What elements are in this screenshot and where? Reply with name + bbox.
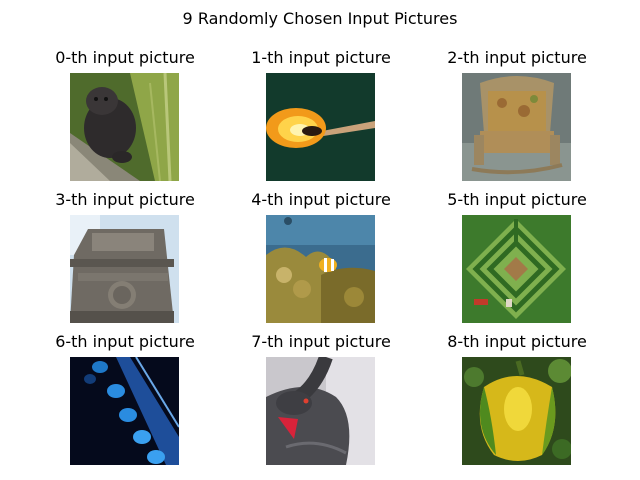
panel-caption: 1-th input picture <box>251 48 391 67</box>
panel-caption: 2-th input picture <box>447 48 587 67</box>
bell-pepper-image <box>462 357 571 465</box>
panel-caption: 8-th input picture <box>447 332 587 351</box>
black-swan-image <box>266 357 375 465</box>
stone-arch-image <box>70 215 179 323</box>
wicker-chair-image <box>462 73 571 181</box>
panel-caption: 0-th input picture <box>55 48 195 67</box>
clownfish-reef-image <box>266 215 375 323</box>
panel-caption: 7-th input picture <box>251 332 391 351</box>
burning-match-image <box>266 73 375 181</box>
figure-title: 9 Randomly Chosen Input Pictures <box>182 9 458 28</box>
panel-caption: 6-th input picture <box>55 332 195 351</box>
panel-caption: 5-th input picture <box>447 190 587 209</box>
panel-caption: 3-th input picture <box>55 190 195 209</box>
hedge-maze-image <box>462 215 571 323</box>
mink-image <box>70 73 179 181</box>
panel-caption: 4-th input picture <box>251 190 391 209</box>
blue-keypad-image <box>70 357 179 465</box>
